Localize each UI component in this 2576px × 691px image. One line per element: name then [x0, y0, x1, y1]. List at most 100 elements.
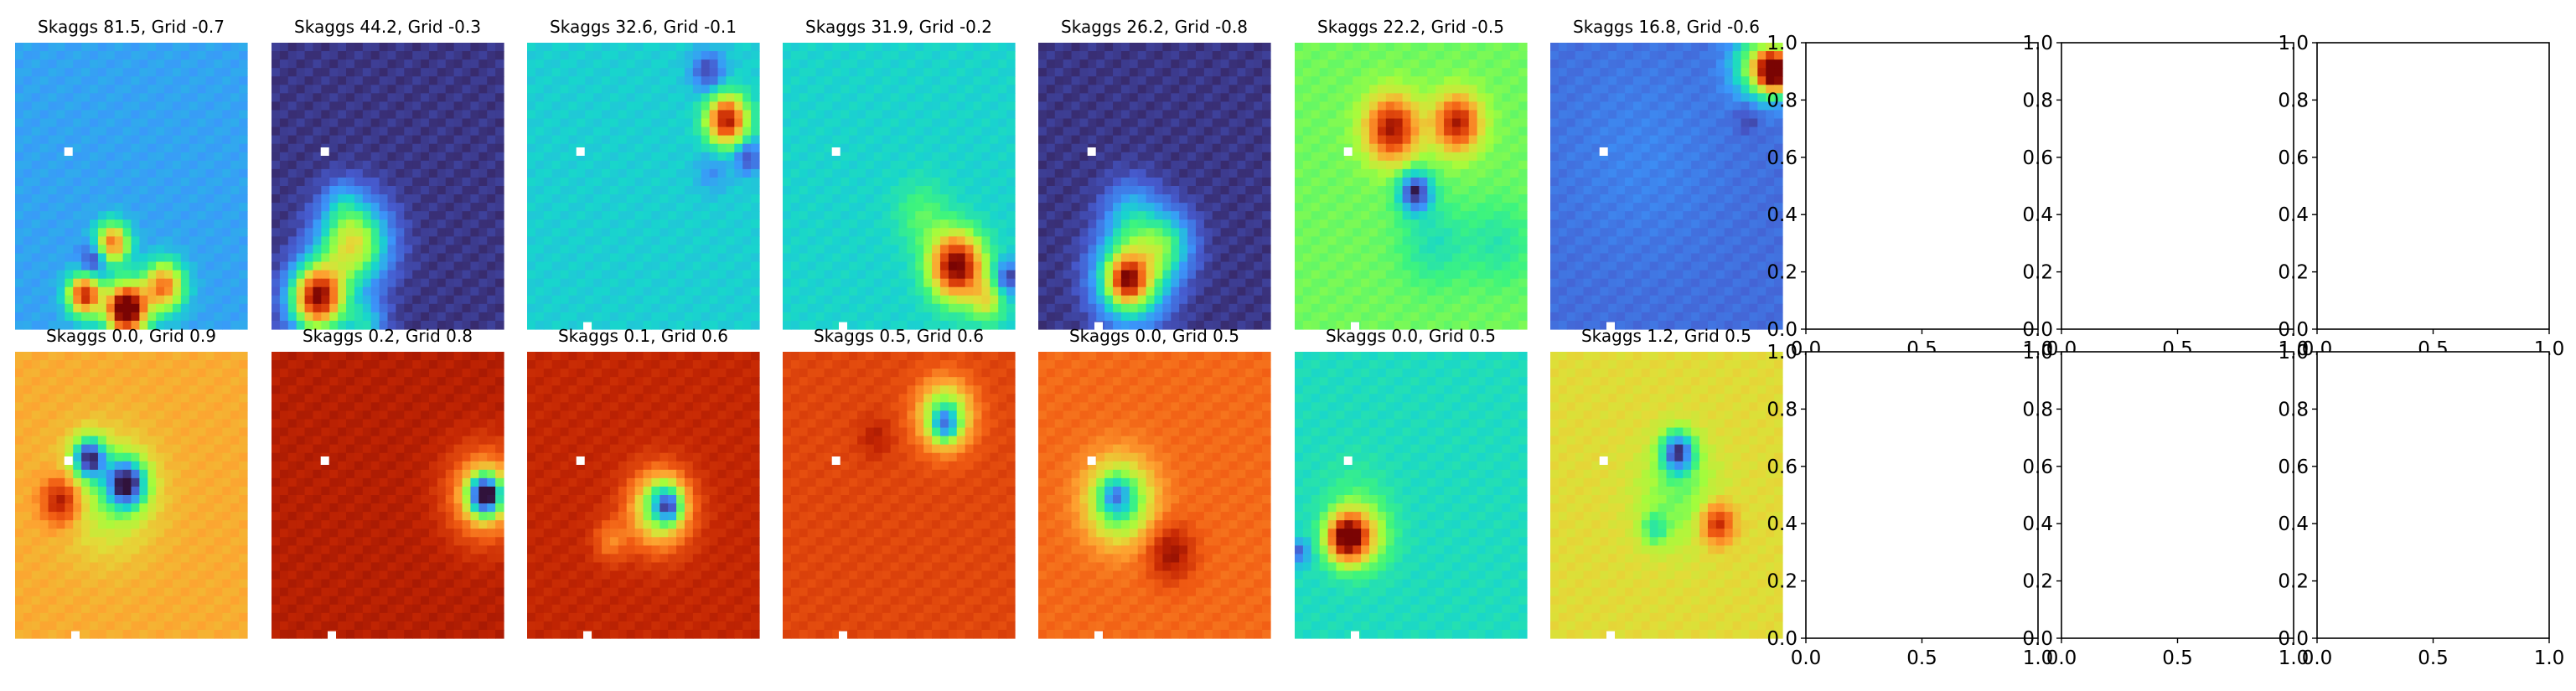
- heatmap-cell: [180, 152, 190, 162]
- heatmap-cell: [799, 93, 809, 103]
- heatmap-cell: [535, 228, 545, 237]
- heatmap-cell: [915, 228, 924, 237]
- heatmap-cell: [487, 68, 496, 77]
- heatmap-cell: [370, 211, 380, 220]
- heatmap-cell: [31, 261, 41, 271]
- heatmap-cell: [932, 186, 941, 195]
- heatmap-cell: [1203, 118, 1213, 128]
- heatmap-cell: [832, 253, 841, 263]
- heatmap-cell: [585, 278, 594, 288]
- heatmap-cell: [676, 152, 685, 162]
- heatmap-cell: [1254, 303, 1263, 313]
- heatmap-cell: [815, 270, 825, 280]
- heatmap-cell: [890, 126, 900, 137]
- heatmap-cell: [651, 51, 660, 60]
- heatmap-cell: [1353, 76, 1362, 85]
- heatmap-cell: [660, 211, 669, 220]
- heatmap-cell: [1394, 93, 1404, 103]
- heatmap-cell: [139, 135, 148, 145]
- heatmap-cell: [214, 286, 223, 297]
- heatmap-cell: [230, 236, 240, 246]
- heatmap-cell: [1171, 177, 1180, 187]
- heatmap-cell: [329, 245, 339, 255]
- heatmap-cell: [1006, 152, 1016, 162]
- heatmap-cell: [1113, 253, 1122, 263]
- heatmap-cell: [873, 320, 883, 330]
- heatmap-cell: [1071, 51, 1081, 60]
- heatmap-cell: [1229, 211, 1239, 220]
- heatmap-cell: [445, 286, 455, 297]
- heatmap-cell: [751, 51, 760, 60]
- heatmap-cell: [1071, 312, 1081, 322]
- heatmap-cell: [421, 43, 430, 52]
- heatmap-cell: [421, 135, 430, 145]
- heatmap-cell: [239, 93, 248, 103]
- heatmap-cell: [923, 59, 933, 69]
- heatmap-cell: [790, 51, 800, 60]
- heatmap-cell: [807, 76, 817, 85]
- heatmap-cell: [1485, 85, 1495, 94]
- heatmap-cell: [462, 51, 472, 60]
- heatmap-cell: [932, 320, 941, 330]
- heatmap-cell: [139, 85, 148, 94]
- heatmap-cell: [923, 236, 933, 246]
- heatmap-cell: [387, 177, 396, 187]
- heatmap-cell: [742, 135, 752, 145]
- heatmap-cell: [577, 295, 586, 305]
- heatmap-cell: [164, 261, 173, 271]
- heatmap-cell: [65, 168, 74, 178]
- heatmap-cell: [31, 278, 41, 288]
- heatmap-cell: [156, 320, 165, 330]
- heatmap-cell: [1006, 110, 1016, 120]
- heatmap-cell: [205, 126, 215, 137]
- heatmap-cell: [172, 236, 182, 246]
- heatmap-cell: [832, 177, 841, 187]
- heatmap-cell: [1237, 143, 1246, 153]
- heatmap-cell: [48, 110, 58, 120]
- heatmap-cell: [857, 43, 866, 52]
- heatmap-cell: [421, 101, 430, 111]
- heatmap-cell: [527, 312, 536, 322]
- heatmap-cell: [189, 110, 199, 120]
- heatmap-cell: [1088, 295, 1097, 305]
- heatmap-cell: [421, 152, 430, 162]
- heatmap-cell: [1179, 43, 1188, 52]
- heatmap-cell: [543, 118, 553, 128]
- heatmap-cell: [1154, 303, 1163, 313]
- heatmap-cell: [799, 211, 809, 220]
- heatmap-cell: [643, 261, 652, 271]
- heatmap-cell: [783, 110, 792, 120]
- heatmap-cell: [973, 168, 983, 178]
- heatmap-cell: [1195, 118, 1205, 128]
- heatmap-cell: [1054, 203, 1064, 212]
- heatmap-cell: [807, 110, 817, 120]
- heatmap-cell: [932, 211, 941, 220]
- heatmap-cell: [462, 76, 472, 85]
- heatmap-cell: [1046, 278, 1056, 288]
- heatmap-cell: [1344, 93, 1353, 103]
- heatmap-cell: [832, 43, 841, 52]
- heatmap-cell: [634, 177, 644, 187]
- heatmap-cell: [1237, 194, 1246, 204]
- heatmap-cell: [1129, 93, 1139, 103]
- heatmap-cell: [189, 203, 199, 212]
- heatmap-cell: [97, 101, 107, 111]
- heatmap-cell: [1195, 253, 1205, 263]
- heatmap-cell: [692, 270, 702, 280]
- heatmap-cell: [609, 152, 619, 162]
- heatmap-cell: [1195, 312, 1205, 322]
- heatmap-cell: [1220, 261, 1230, 271]
- heatmap-cell: [313, 261, 322, 271]
- heatmap-cell: [609, 51, 619, 60]
- heatmap-cell: [222, 152, 231, 162]
- heatmap-cell: [156, 253, 165, 263]
- heatmap-cell: [321, 245, 330, 255]
- heatmap-cell: [48, 43, 58, 52]
- heatmap-cell: [932, 76, 941, 85]
- heatmap-cell: [668, 43, 677, 52]
- heatmap-cell: [998, 85, 1007, 94]
- heatmap-cell: [1203, 303, 1213, 313]
- heatmap-cell: [287, 194, 297, 204]
- heatmap-cell: [1006, 93, 1016, 103]
- heatmap-cell: [1120, 43, 1130, 52]
